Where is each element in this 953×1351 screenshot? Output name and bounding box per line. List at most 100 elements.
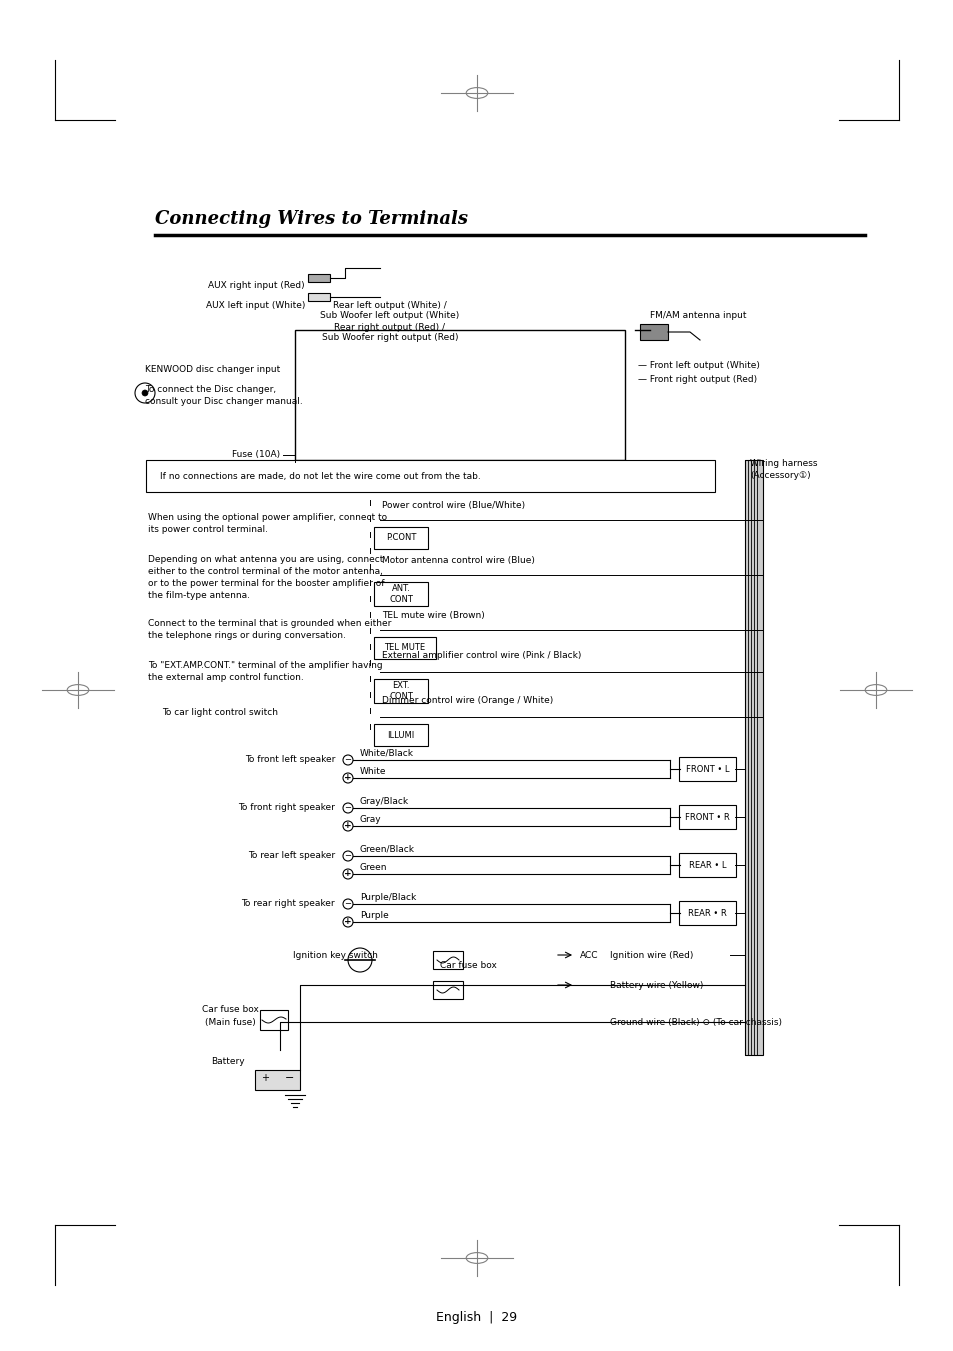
Text: If no connections are made, do not let the wire come out from the tab.: If no connections are made, do not let t… — [160, 471, 480, 481]
Text: To car light control switch: To car light control switch — [162, 708, 277, 717]
Text: Battery wire (Yellow): Battery wire (Yellow) — [609, 981, 702, 989]
Text: the telephone rings or during conversation.: the telephone rings or during conversati… — [148, 631, 346, 640]
Text: Power control wire (Blue/White): Power control wire (Blue/White) — [381, 501, 524, 509]
Text: Sub Woofer right output (Red): Sub Woofer right output (Red) — [321, 332, 457, 342]
Text: Dimmer control wire (Orange / White): Dimmer control wire (Orange / White) — [381, 696, 553, 705]
Circle shape — [343, 851, 353, 861]
Text: −: − — [344, 804, 351, 812]
Text: P.CONT: P.CONT — [385, 534, 416, 543]
Text: consult your Disc changer manual.: consult your Disc changer manual. — [145, 397, 302, 407]
Text: −: − — [344, 755, 351, 765]
Text: +: + — [344, 774, 352, 782]
Bar — [639, 324, 667, 340]
Circle shape — [135, 382, 154, 403]
Text: +: + — [344, 917, 352, 927]
Text: Ground wire (Black) ⊖ (To car chassis): Ground wire (Black) ⊖ (To car chassis) — [609, 1017, 781, 1027]
Bar — [433, 951, 462, 969]
FancyBboxPatch shape — [146, 459, 714, 492]
Bar — [308, 293, 330, 301]
Text: its power control terminal.: its power control terminal. — [148, 526, 268, 534]
Text: ILLUMI: ILLUMI — [387, 731, 415, 739]
Text: Motor antenna control wire (Blue): Motor antenna control wire (Blue) — [381, 557, 535, 565]
Text: ANT.
CONT: ANT. CONT — [389, 584, 413, 604]
Text: Car fuse box: Car fuse box — [439, 961, 497, 970]
Circle shape — [343, 755, 353, 765]
Text: −: − — [344, 900, 351, 908]
FancyBboxPatch shape — [679, 757, 735, 781]
Text: English  |  29: English | 29 — [436, 1312, 517, 1324]
Bar — [433, 981, 462, 998]
FancyBboxPatch shape — [679, 852, 735, 877]
Text: either to the control terminal of the motor antenna,: either to the control terminal of the mo… — [148, 567, 382, 576]
Text: Rear left output (White) /: Rear left output (White) / — [333, 301, 446, 309]
FancyBboxPatch shape — [374, 680, 428, 703]
Text: — Front right output (Red): — Front right output (Red) — [638, 376, 757, 385]
Text: To connect the Disc changer,: To connect the Disc changer, — [145, 385, 275, 394]
Circle shape — [343, 821, 353, 831]
Text: +: + — [344, 821, 352, 831]
Text: FM/AM antenna input: FM/AM antenna input — [649, 311, 745, 319]
Text: (Main fuse): (Main fuse) — [204, 1017, 255, 1027]
Text: AUX right input (Red): AUX right input (Red) — [208, 281, 305, 290]
Text: Rear right output (Red) /: Rear right output (Red) / — [335, 323, 445, 332]
FancyBboxPatch shape — [294, 330, 624, 459]
FancyBboxPatch shape — [374, 527, 428, 549]
Circle shape — [343, 802, 353, 813]
Text: −: − — [344, 851, 351, 861]
Text: Fuse (10A): Fuse (10A) — [232, 450, 280, 459]
Text: When using the optional power amplifier, connect to: When using the optional power amplifier,… — [148, 513, 387, 521]
Text: REAR • L: REAR • L — [688, 861, 725, 870]
Text: Green/Black: Green/Black — [359, 844, 415, 854]
Text: White: White — [359, 767, 386, 775]
Text: External amplifier control wire (Pink / Black): External amplifier control wire (Pink / … — [381, 651, 580, 661]
Text: Depending on what antenna you are using, connect: Depending on what antenna you are using,… — [148, 555, 383, 563]
Circle shape — [343, 869, 353, 880]
Circle shape — [343, 773, 353, 784]
Text: Car fuse box: Car fuse box — [201, 1005, 258, 1015]
Bar — [308, 274, 330, 282]
Text: Ignition wire (Red): Ignition wire (Red) — [609, 951, 693, 959]
Text: To rear right speaker: To rear right speaker — [241, 900, 335, 908]
Text: Green: Green — [359, 863, 387, 871]
Bar — [260, 1011, 288, 1029]
Text: Sub Woofer left output (White): Sub Woofer left output (White) — [320, 311, 459, 320]
Bar — [254, 1070, 299, 1090]
Circle shape — [343, 898, 353, 909]
Text: +: + — [344, 870, 352, 878]
Circle shape — [343, 917, 353, 927]
Text: EXT.
CONT: EXT. CONT — [389, 681, 413, 701]
Circle shape — [348, 948, 372, 971]
Text: Connecting Wires to Terminals: Connecting Wires to Terminals — [154, 209, 468, 228]
Text: To front left speaker: To front left speaker — [244, 755, 335, 765]
Text: To "EXT.AMP.CONT." terminal of the amplifier having: To "EXT.AMP.CONT." terminal of the ampli… — [148, 661, 382, 670]
Text: the film-type antenna.: the film-type antenna. — [148, 590, 250, 600]
Text: (Accessory①): (Accessory①) — [749, 471, 810, 480]
Text: KENWOOD disc changer input: KENWOOD disc changer input — [145, 366, 280, 374]
FancyBboxPatch shape — [374, 724, 428, 746]
Text: Battery: Battery — [211, 1058, 245, 1066]
Text: Purple: Purple — [359, 911, 388, 920]
Text: TEL mute wire (Brown): TEL mute wire (Brown) — [381, 611, 484, 620]
Text: Wiring harness: Wiring harness — [749, 459, 817, 467]
Text: AUX left input (White): AUX left input (White) — [206, 300, 305, 309]
Text: the external amp control function.: the external amp control function. — [148, 673, 303, 682]
Bar — [744, 459, 762, 1055]
FancyBboxPatch shape — [374, 638, 436, 659]
Text: — Front left output (White): — Front left output (White) — [638, 361, 760, 370]
Text: ACC: ACC — [579, 951, 598, 959]
Text: FRONT • R: FRONT • R — [684, 812, 729, 821]
Text: To front right speaker: To front right speaker — [238, 804, 335, 812]
Text: Gray/Black: Gray/Black — [359, 797, 409, 807]
Text: −: − — [285, 1073, 294, 1084]
Text: Connect to the terminal that is grounded when either: Connect to the terminal that is grounded… — [148, 619, 391, 628]
Text: REAR • R: REAR • R — [687, 908, 726, 917]
FancyBboxPatch shape — [679, 805, 735, 830]
Text: Ignition key switch: Ignition key switch — [293, 951, 377, 959]
FancyBboxPatch shape — [679, 901, 735, 925]
Text: FRONT • L: FRONT • L — [685, 765, 728, 774]
Text: TEL MUTE: TEL MUTE — [384, 643, 425, 653]
Text: Purple/Black: Purple/Black — [359, 893, 416, 902]
Text: or to the power terminal for the booster amplifier of: or to the power terminal for the booster… — [148, 580, 384, 588]
Text: Gray: Gray — [359, 815, 381, 824]
Circle shape — [142, 390, 148, 396]
